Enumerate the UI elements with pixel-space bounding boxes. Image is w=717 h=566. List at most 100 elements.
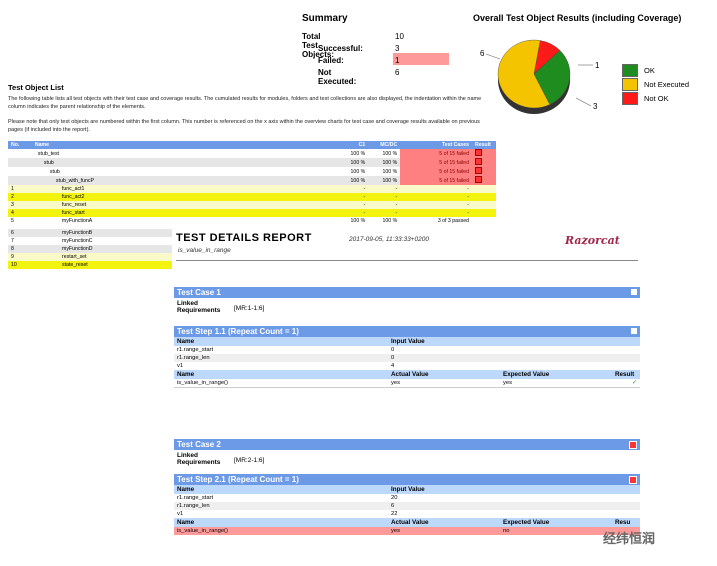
- input-value: 20: [391, 495, 398, 501]
- pie-label-ok: 3: [593, 102, 598, 111]
- input-value-header: Input Value: [391, 486, 425, 493]
- table-row[interactable]: 10 state_reset: [8, 261, 172, 269]
- input-header-2: Name Input Value: [174, 485, 640, 494]
- table-cell: myFunctionD: [62, 246, 93, 252]
- table-row[interactable]: stub 100 % 100 % 5 of 15 failed: [8, 167, 496, 176]
- table-cell: func_start: [61, 210, 85, 216]
- razorcat-logo: Razorcat: [565, 234, 620, 247]
- table-cell: 5 of 15 failed: [400, 149, 472, 158]
- table-cell: -: [395, 194, 398, 200]
- table-cell: [8, 167, 32, 176]
- table-row[interactable]: 6 myFunctionB: [8, 229, 172, 237]
- test-details-report: TEST DETAILS REPORT is_value_in_range 20…: [172, 224, 642, 566]
- actual-value: yes: [391, 528, 401, 534]
- table-cell: [472, 193, 496, 201]
- result-header: Resu: [615, 519, 631, 526]
- test-case-1-header[interactable]: Test Case 1: [174, 287, 640, 298]
- legend-item: OK: [622, 64, 655, 77]
- summary-title: Summary: [302, 13, 348, 24]
- table-cell: func_reset: [61, 202, 87, 208]
- table-cell: 100 %: [350, 150, 366, 157]
- chart-title: Overall Test Object Results (including C…: [473, 13, 682, 23]
- watermark: 经纬恒润: [603, 531, 656, 546]
- table-row[interactable]: 7 myFunctionC: [8, 237, 172, 245]
- table-cell: stub_with_funcP: [55, 177, 94, 184]
- table-row[interactable]: stub 100 % 100 % 5 of 15 failed: [8, 158, 496, 167]
- table-cell: stub_test: [37, 150, 59, 157]
- table-row[interactable]: 3 func_reset - - -: [8, 201, 496, 209]
- input-value: 6: [391, 503, 395, 509]
- requirements-label: Requirements: [177, 307, 221, 314]
- legend-swatch: [622, 64, 638, 77]
- table-cell: 5 of 15 failed: [400, 167, 472, 176]
- fail-icon: [474, 149, 482, 156]
- table-cell: 8: [11, 246, 14, 252]
- table-cell: 4: [11, 210, 14, 216]
- input-name: v1: [177, 511, 184, 517]
- output-header-2: Name Actual Value Expected Value Resu: [174, 518, 640, 527]
- report-divider: [176, 260, 638, 261]
- legend-item: Not Executed: [622, 78, 689, 91]
- table-cell: [471, 176, 496, 185]
- input-value-header: Input Value: [391, 338, 425, 345]
- pass-check-icon: [631, 328, 637, 334]
- test-case-2-title: Test Case 2: [177, 440, 221, 449]
- report-date: 2017-09-05, 11:33:33+0200: [349, 236, 429, 243]
- table-cell: -: [467, 202, 469, 208]
- check-icon: ✓: [632, 380, 638, 386]
- table-row[interactable]: stub_with_funcP 100 % 100 % 5 of 15 failed: [8, 176, 496, 185]
- table-cell: -: [363, 202, 366, 208]
- failed-label: Failed:: [318, 56, 344, 65]
- table-row[interactable]: 5 myFunctionA 100 % 100 % 3 of 3 passed: [8, 217, 496, 225]
- table-row[interactable]: stub_test 100 % 100 % 5 of 15 failed: [8, 149, 496, 158]
- test-case-1-title: Test Case 1: [177, 288, 221, 297]
- input-row: r1.range_start 20: [174, 494, 640, 502]
- table-row[interactable]: 4 func_start - - -: [8, 209, 496, 217]
- linked-requirements-value: [MR:2-1:6]: [234, 457, 265, 464]
- test-step-1-1-header[interactable]: Test Step 1.1 (Repeat Count = 1): [174, 326, 640, 337]
- input-row: v1 22: [174, 510, 640, 518]
- input-name: r1.range_len: [177, 355, 210, 361]
- pie-chart: 6 1 3: [480, 39, 600, 114]
- table-row[interactable]: 2 func_act2 - - -: [8, 193, 496, 201]
- table-cell: 1: [11, 186, 14, 192]
- test-case-2-header[interactable]: Test Case 2: [174, 439, 640, 450]
- table-cell: state_reset: [62, 262, 88, 268]
- test-object-list-title: Test Object List: [8, 83, 64, 92]
- table-cell: [8, 149, 32, 158]
- input-value: 4: [391, 363, 395, 369]
- table-cell: [472, 201, 496, 209]
- table-cell: myFunctionC: [62, 238, 93, 244]
- input-name: r1.range_start: [177, 495, 214, 501]
- col-name: Name: [31, 141, 337, 149]
- table-cell: 2: [11, 194, 14, 200]
- input-value: 22: [391, 511, 398, 517]
- table-cell: myFunctionB: [62, 230, 93, 236]
- fail-icon: [629, 441, 637, 449]
- table-cell: func_act1: [61, 186, 85, 192]
- not-executed-label: Not Executed:: [318, 68, 357, 86]
- output-name: is_value_in_range(): [177, 380, 228, 386]
- table-cell: -: [363, 186, 366, 192]
- result-header: Result: [615, 371, 635, 378]
- linked-label: Linked: [177, 300, 198, 307]
- table-row[interactable]: 9 restart_set: [8, 253, 172, 261]
- test-step-2-1-header[interactable]: Test Step 2.1 (Repeat Count = 1): [174, 474, 640, 485]
- fail-icon: [474, 176, 482, 183]
- table-cell: 100 %: [350, 218, 366, 224]
- table-cell: 5 of 15 failed: [400, 158, 472, 167]
- table-cell: 10: [11, 262, 17, 268]
- table-cell: 100 %: [382, 168, 398, 175]
- output-name: is_value_in_range(): [177, 528, 228, 534]
- linked-requirements-1: Linked Requirements [MR:1-1:6]: [174, 298, 640, 318]
- table-cell: stub: [43, 159, 54, 166]
- total-label: Total Test Objects:: [302, 32, 335, 59]
- table-row[interactable]: 1 func_act1 - - -: [8, 185, 496, 193]
- legend-label: Not Executed: [644, 80, 690, 89]
- input-name-header: Name: [177, 486, 195, 493]
- output-name-header: Name: [177, 519, 195, 526]
- total-value: 10: [395, 32, 404, 41]
- failed-highlight: [393, 53, 449, 65]
- table-cell: [471, 167, 496, 176]
- table-row[interactable]: 8 myFunctionD: [8, 245, 172, 253]
